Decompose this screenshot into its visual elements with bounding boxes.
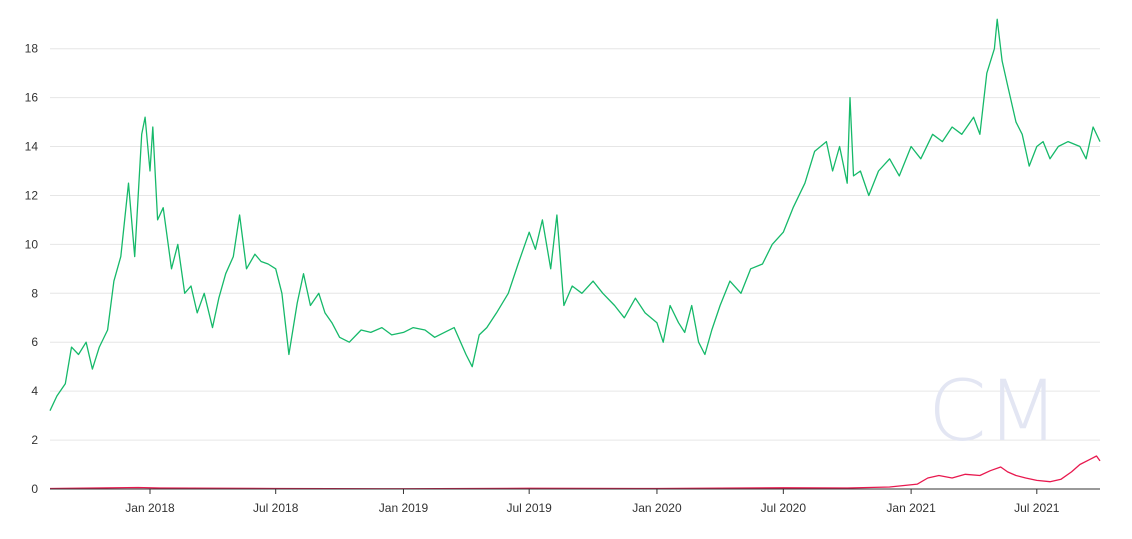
grid-lines: [50, 48, 1100, 441]
x-tick-label: Jan 2021: [886, 501, 936, 515]
series-line-1: [49, 18, 1101, 411]
x-tick-label: Jul 2019: [506, 501, 552, 515]
y-tick-label: 10: [25, 237, 39, 251]
x-tick-label: Jul 2020: [761, 501, 807, 515]
y-tick-label: 6: [31, 335, 38, 349]
watermark-text: CM: [928, 362, 1059, 460]
y-axis-ticks: 0 2 4 6 8 10 12 14 16 18: [25, 42, 39, 496]
y-tick-label: 8: [31, 286, 38, 300]
y-tick-label: 18: [25, 42, 39, 56]
x-tick-label: Jan 2018: [125, 501, 175, 515]
watermark-logo: CM: [928, 362, 1059, 460]
y-tick-label: 2: [31, 433, 38, 447]
y-tick-label: 14: [25, 140, 39, 154]
y-tick-label: 4: [31, 384, 38, 398]
series-line-2: [49, 455, 1101, 490]
x-tick-label: Jul 2021: [1014, 501, 1060, 515]
x-axis-ticks: Jan 2018 Jul 2018 Jan 2019 Jul 2019 Jan 2020…: [125, 489, 1060, 515]
y-tick-label: 12: [25, 188, 39, 202]
series-group: [49, 18, 1101, 490]
y-tick-label: 0: [31, 482, 38, 496]
x-tick-label: Jan 2019: [379, 501, 429, 515]
y-tick-label: 16: [25, 91, 39, 105]
x-tick-label: Jan 2020: [632, 501, 682, 515]
x-tick-label: Jul 2018: [253, 501, 299, 515]
